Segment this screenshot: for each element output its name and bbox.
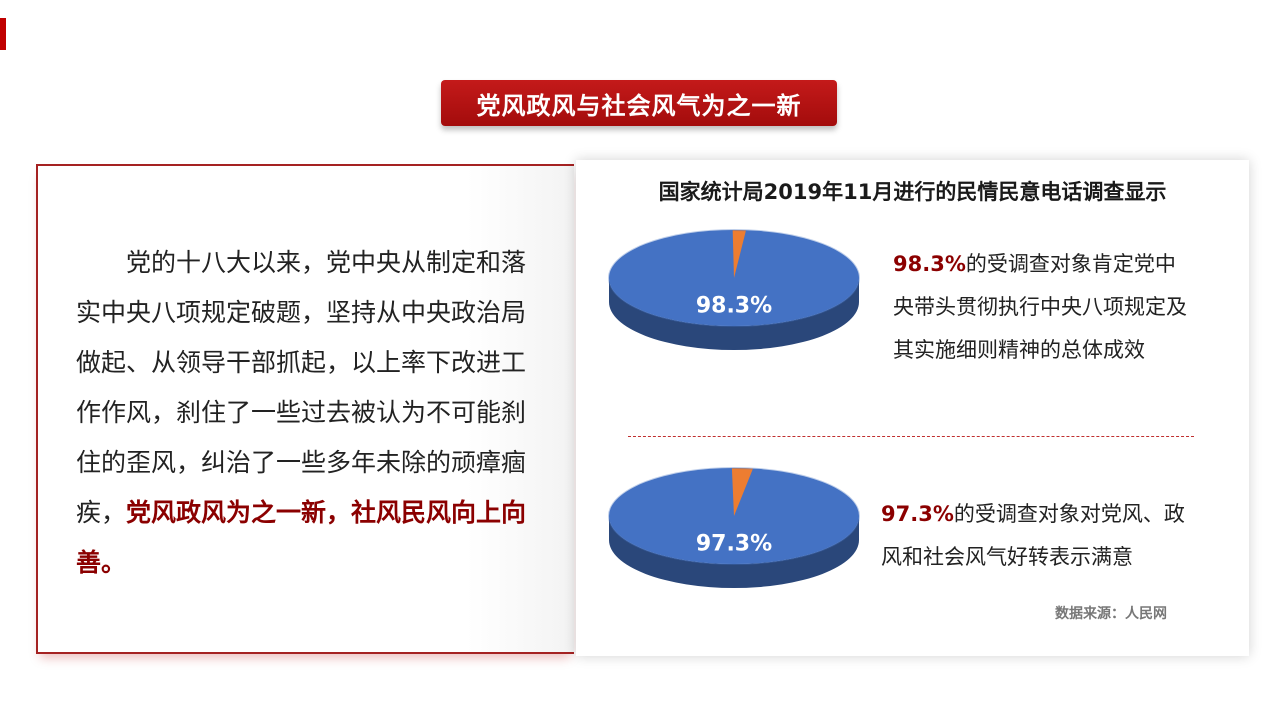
stat-pct-2: 97.3% — [881, 502, 954, 526]
stat-text-2: 97.3%的受调查对象对党风、政风和社会风气好转表示满意 — [881, 493, 1201, 579]
pie-side — [609, 516, 859, 588]
pie-slice-minor — [732, 229, 746, 278]
source-note: 数据来源：人民网 — [1055, 606, 1167, 622]
indent — [76, 248, 126, 277]
left-paragraph: 党的十八大以来，党中央从制定和落实中央八项规定破题，坚持从中央政治局做起、从领导… — [76, 238, 534, 588]
pie-rim — [608, 467, 860, 565]
pie-side — [609, 278, 859, 350]
paragraph-normal: 党的十八大以来，党中央从制定和落实中央八项规定破题，坚持从中央政治局做起、从领导… — [76, 248, 527, 527]
pie-chart-2: 97.3% — [608, 467, 860, 588]
divider — [628, 436, 1194, 437]
paragraph-highlight: 党风政风为之一新，社风民风向上向善。 — [76, 498, 527, 577]
pie-chart-1: 98.3% — [608, 229, 860, 350]
left-panel — [36, 164, 574, 654]
stat-pct-1: 98.3% — [893, 252, 966, 276]
page-title: 党风政风与社会风气为之一新 — [476, 91, 802, 120]
pie-data-label: 97.3% — [696, 531, 772, 556]
stat-desc-1: 的受调查对象肯定党中央带头贯彻执行中央八项规定及其实施细则精神的总体成效 — [893, 252, 1187, 362]
pie-rim — [608, 229, 860, 327]
stat-text-1: 98.3%的受调查对象肯定党中央带头贯彻执行中央八项规定及其实施细则精神的总体成… — [893, 243, 1193, 372]
pie-slice-minor — [731, 468, 754, 516]
stat-desc-2: 的受调查对象对党风、政风和社会风气好转表示满意 — [881, 502, 1185, 569]
chart-title: 国家统计局2019年11月进行的民情民意电话调查显示 — [658, 180, 1167, 204]
corner-accent — [0, 18, 6, 50]
pie-data-label: 98.3% — [696, 293, 772, 318]
title-banner: 党风政风与社会风气为之一新 — [441, 80, 837, 126]
